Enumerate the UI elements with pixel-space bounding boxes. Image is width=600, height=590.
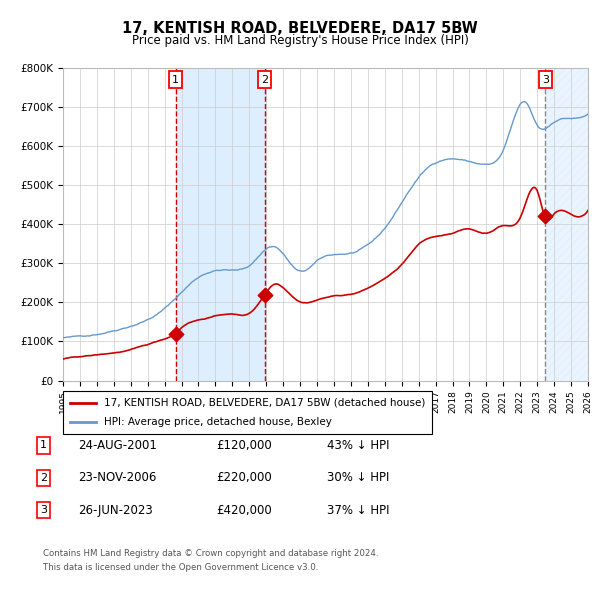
Text: 2: 2 [261, 74, 268, 84]
Text: 3: 3 [542, 74, 549, 84]
Text: Price paid vs. HM Land Registry's House Price Index (HPI): Price paid vs. HM Land Registry's House … [131, 34, 469, 47]
Text: 3: 3 [40, 506, 47, 515]
Text: 26-JUN-2023: 26-JUN-2023 [78, 504, 153, 517]
Bar [176, 68, 265, 381]
Text: 1: 1 [40, 441, 47, 450]
Text: 24-AUG-2001: 24-AUG-2001 [78, 439, 157, 452]
Text: 43% ↓ HPI: 43% ↓ HPI [327, 439, 389, 452]
Text: £120,000: £120,000 [216, 439, 272, 452]
Text: 17, KENTISH ROAD, BELVEDERE, DA17 5BW (detached house): 17, KENTISH ROAD, BELVEDERE, DA17 5BW (d… [104, 398, 425, 408]
Text: 30% ↓ HPI: 30% ↓ HPI [327, 471, 389, 484]
Text: This data is licensed under the Open Government Licence v3.0.: This data is licensed under the Open Gov… [43, 563, 319, 572]
Text: 17, KENTISH ROAD, BELVEDERE, DA17 5BW: 17, KENTISH ROAD, BELVEDERE, DA17 5BW [122, 21, 478, 35]
Text: HPI: Average price, detached house, Bexley: HPI: Average price, detached house, Bexl… [104, 417, 331, 427]
Text: Contains HM Land Registry data © Crown copyright and database right 2024.: Contains HM Land Registry data © Crown c… [43, 549, 379, 558]
Text: £420,000: £420,000 [216, 504, 272, 517]
Text: 37% ↓ HPI: 37% ↓ HPI [327, 504, 389, 517]
FancyBboxPatch shape [63, 391, 432, 434]
Text: 23-NOV-2006: 23-NOV-2006 [78, 471, 157, 484]
Point [260, 290, 269, 299]
Point [541, 212, 550, 221]
Text: 2: 2 [40, 473, 47, 483]
Text: £220,000: £220,000 [216, 471, 272, 484]
Text: 1: 1 [172, 74, 179, 84]
Point [171, 329, 181, 339]
Bar [545, 68, 588, 381]
